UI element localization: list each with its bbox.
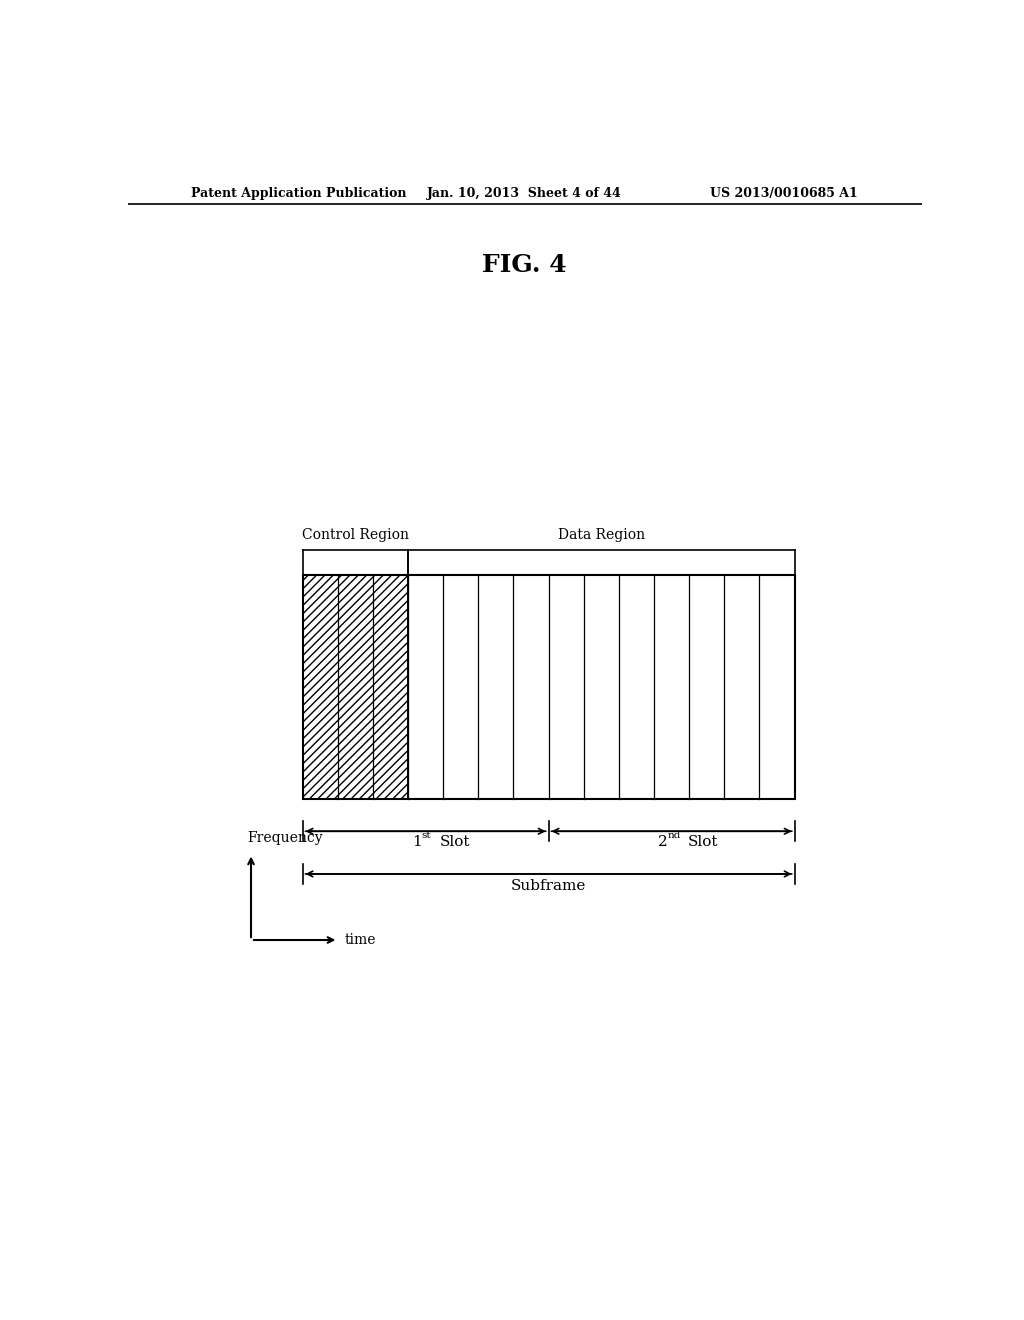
Text: Frequency: Frequency <box>247 832 323 846</box>
Text: st: st <box>422 832 431 841</box>
Text: US 2013/0010685 A1: US 2013/0010685 A1 <box>711 187 858 199</box>
Text: time: time <box>345 933 376 946</box>
Text: nd: nd <box>668 832 681 841</box>
Text: Patent Application Publication: Patent Application Publication <box>191 187 407 199</box>
Text: Subframe: Subframe <box>511 879 587 894</box>
Text: 1: 1 <box>412 836 422 849</box>
Bar <box>303 576 795 799</box>
Text: Slot: Slot <box>687 836 718 849</box>
Text: Control Region: Control Region <box>302 528 409 541</box>
Bar <box>303 576 408 799</box>
Text: 2: 2 <box>657 836 668 849</box>
Text: Slot: Slot <box>440 836 470 849</box>
Text: FIG. 4: FIG. 4 <box>482 253 567 277</box>
Text: Data Region: Data Region <box>558 528 645 541</box>
Bar <box>408 576 795 799</box>
Text: Jan. 10, 2013  Sheet 4 of 44: Jan. 10, 2013 Sheet 4 of 44 <box>427 187 623 199</box>
